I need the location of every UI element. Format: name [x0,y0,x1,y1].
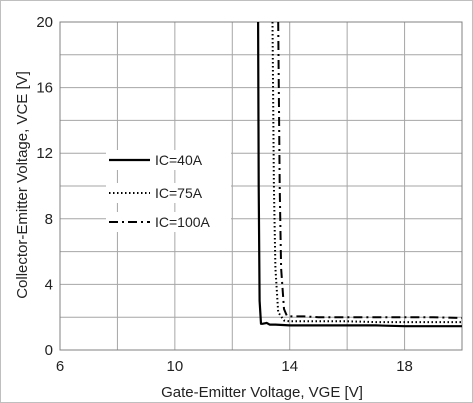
x-axis-title: Gate-Emitter Voltage, VGE [V] [161,384,363,401]
y-tick-label: 16 [36,80,53,97]
x-tick-label: 10 [167,358,184,375]
plot-border [59,21,463,351]
series-line-1 [257,22,462,328]
y-tick-labels: 0 4 8 12 16 20 [36,14,53,359]
y-tick-label: 20 [36,14,53,31]
x-tick-label: 14 [281,358,298,375]
legend-bg [106,183,231,203]
legend-label-2: IC=75A [155,185,203,201]
x-tick-label: 18 [396,358,413,375]
legend: IC=40A IC=75A IC=100A [106,150,231,232]
series-line-3 [277,22,462,319]
series-line-2 [271,22,462,324]
plot-area [59,21,463,351]
y-tick-label: 8 [45,211,53,228]
legend-label-3: IC=100A [155,214,211,230]
y-tick-label: 12 [36,145,53,162]
y-tick-label: 4 [45,276,53,293]
x-tick-labels: 6 10 14 18 [56,358,413,375]
y-axis-title: Collector-Emitter Voltage, VCE [V] [14,71,31,299]
legend-bg [106,212,231,232]
y-tick-label: 0 [45,342,53,359]
legend-label-1: IC=40A [155,152,203,168]
x-tick-label: 6 [56,358,64,375]
series-lines [257,22,462,328]
legend-bg [106,150,231,170]
